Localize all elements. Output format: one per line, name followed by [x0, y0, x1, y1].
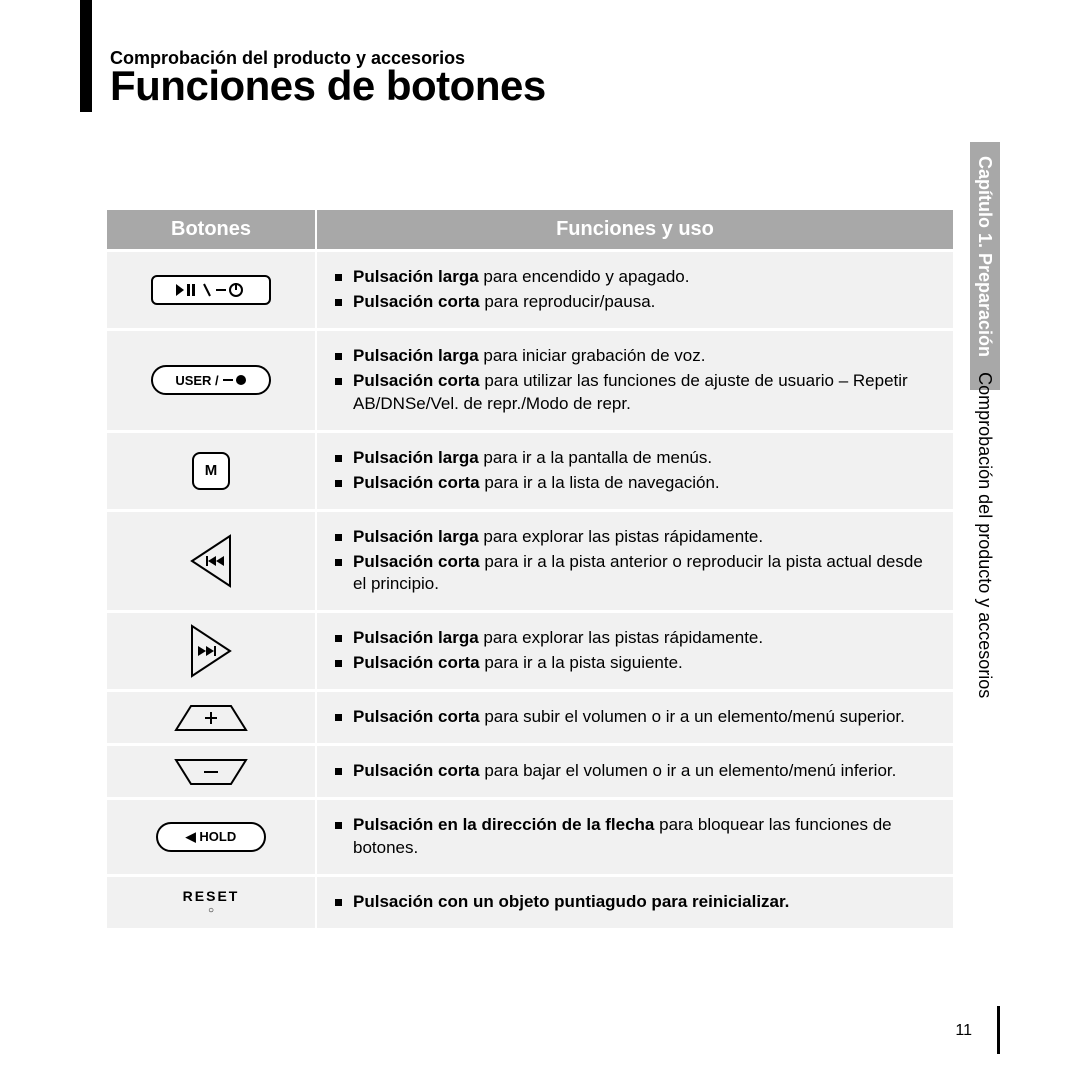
page-title: Funciones de botones	[110, 62, 546, 110]
function-cell: Pulsación en la dirección de la flecha p…	[317, 800, 953, 874]
table-row: RESET○ Pulsación con un objeto puntiagud…	[107, 874, 953, 928]
function-cell: Pulsación larga para explorar las pistas…	[317, 613, 953, 689]
list-item: Pulsación corta para ir a la pista anter…	[335, 551, 935, 597]
side-section-text2: Comprobación del producto y accesorios	[975, 372, 995, 698]
list-item: Pulsación con un objeto puntiagudo para …	[335, 891, 935, 914]
side-section-text	[975, 362, 995, 367]
table-row: Pulsación larga para encendido y apagado…	[107, 249, 953, 328]
button-icon-cell	[107, 746, 317, 797]
button-icon-cell	[107, 692, 317, 743]
table-row: USER / Pulsación larga para iniciar grab…	[107, 328, 953, 430]
table-header: Botones Funciones y uso	[107, 210, 953, 249]
list-item: Pulsación corta para subir el volumen o …	[335, 706, 935, 729]
list-item: Pulsación en la dirección de la flecha p…	[335, 814, 935, 860]
volume-down-button-icon	[166, 756, 256, 788]
hold-button-icon: ◀ HOLD	[156, 822, 266, 852]
button-icon-cell: ◀ HOLD	[107, 800, 317, 874]
table-row: Pulsación corta para subir el volumen o …	[107, 689, 953, 743]
list-item: Pulsación corta para ir a la lista de na…	[335, 472, 935, 495]
col-header-functions: Funciones y uso	[317, 210, 953, 249]
function-cell: Pulsación larga para iniciar grabación d…	[317, 331, 953, 430]
button-functions-table: Botones Funciones y uso Pulsación larga …	[107, 210, 953, 928]
table-row: Pulsación corta para bajar el volumen o …	[107, 743, 953, 797]
table-row: M Pulsación larga para ir a la pantalla …	[107, 430, 953, 509]
table-row: ◀ HOLD Pulsación en la dirección de la f…	[107, 797, 953, 874]
table-row: Pulsación larga para explorar las pistas…	[107, 610, 953, 689]
function-cell: Pulsación larga para ir a la pantalla de…	[317, 433, 953, 509]
function-cell: Pulsación corta para subir el volumen o …	[317, 692, 953, 743]
list-item: Pulsación corta para bajar el volumen o …	[335, 760, 935, 783]
prev-track-button-icon	[190, 534, 232, 588]
reset-button-icon: RESET○	[183, 889, 240, 915]
table-row: Pulsación larga para explorar las pistas…	[107, 509, 953, 611]
side-chapter-text: Capítulo 1. Preparación	[975, 156, 995, 357]
list-item: Pulsación larga para explorar las pistas…	[335, 627, 935, 650]
button-icon-cell	[107, 512, 317, 611]
menu-button-icon: M	[192, 452, 230, 490]
function-cell: Pulsación larga para explorar las pistas…	[317, 512, 953, 611]
list-item: Pulsación larga para explorar las pistas…	[335, 526, 935, 549]
button-icon-cell: M	[107, 433, 317, 509]
list-item: Pulsación corta para reproducir/pausa.	[335, 291, 935, 314]
side-chapter-label: Capítulo 1. Preparación Comprobación del…	[970, 142, 1000, 932]
function-cell: Pulsación larga para encendido y apagado…	[317, 252, 953, 328]
user-rec-button-icon: USER /	[151, 365, 271, 395]
col-header-buttons: Botones	[107, 210, 317, 249]
button-icon-cell: RESET○	[107, 877, 317, 928]
page-number: 11	[955, 1022, 972, 1040]
list-item: Pulsación larga para iniciar grabación d…	[335, 345, 935, 368]
list-item: Pulsación corta para utilizar las funcio…	[335, 370, 935, 416]
list-item: Pulsación larga para encendido y apagado…	[335, 266, 935, 289]
button-icon-cell	[107, 252, 317, 328]
list-item: Pulsación larga para ir a la pantalla de…	[335, 447, 935, 470]
next-track-button-icon	[190, 624, 232, 678]
page-number-bar	[997, 1006, 1000, 1054]
list-item: Pulsación corta para ir a la pista sigui…	[335, 652, 935, 675]
play-power-button-icon	[151, 275, 271, 305]
volume-up-button-icon	[166, 702, 256, 734]
header-accent-bar	[80, 0, 92, 112]
function-cell: Pulsación corta para bajar el volumen o …	[317, 746, 953, 797]
button-icon-cell: USER /	[107, 331, 317, 430]
button-icon-cell	[107, 613, 317, 689]
function-cell: Pulsación con un objeto puntiagudo para …	[317, 877, 953, 928]
